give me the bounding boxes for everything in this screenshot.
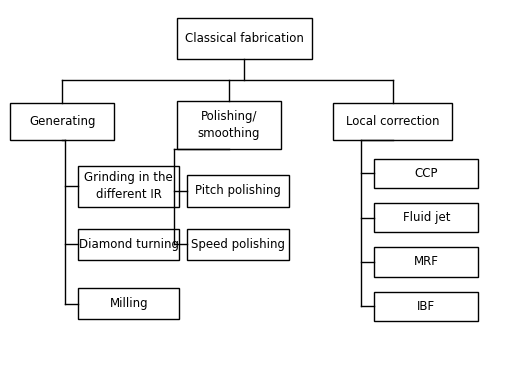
- Text: MRF: MRF: [414, 255, 439, 269]
- Text: Milling: Milling: [109, 297, 148, 310]
- FancyBboxPatch shape: [187, 175, 289, 207]
- Text: Classical fabrication: Classical fabrication: [185, 32, 304, 45]
- Text: Polishing/
smoothing: Polishing/ smoothing: [198, 110, 260, 141]
- FancyBboxPatch shape: [177, 18, 312, 59]
- Text: Pitch polishing: Pitch polishing: [195, 184, 281, 197]
- Text: Fluid jet: Fluid jet: [402, 211, 450, 224]
- FancyBboxPatch shape: [374, 159, 478, 188]
- FancyBboxPatch shape: [78, 288, 179, 319]
- FancyBboxPatch shape: [10, 103, 114, 140]
- FancyBboxPatch shape: [374, 292, 478, 321]
- FancyBboxPatch shape: [333, 103, 452, 140]
- Text: Diamond turning: Diamond turning: [79, 238, 179, 251]
- Text: Grinding in the
different IR: Grinding in the different IR: [84, 171, 173, 201]
- FancyBboxPatch shape: [187, 229, 289, 260]
- FancyBboxPatch shape: [374, 203, 478, 232]
- FancyBboxPatch shape: [78, 229, 179, 260]
- Text: Local correction: Local correction: [346, 115, 439, 128]
- Text: CCP: CCP: [414, 167, 438, 180]
- Text: Speed polishing: Speed polishing: [191, 238, 285, 251]
- FancyBboxPatch shape: [177, 101, 281, 149]
- FancyBboxPatch shape: [78, 166, 179, 207]
- Text: IBF: IBF: [418, 300, 435, 313]
- Text: Generating: Generating: [29, 115, 96, 128]
- FancyBboxPatch shape: [374, 247, 478, 277]
